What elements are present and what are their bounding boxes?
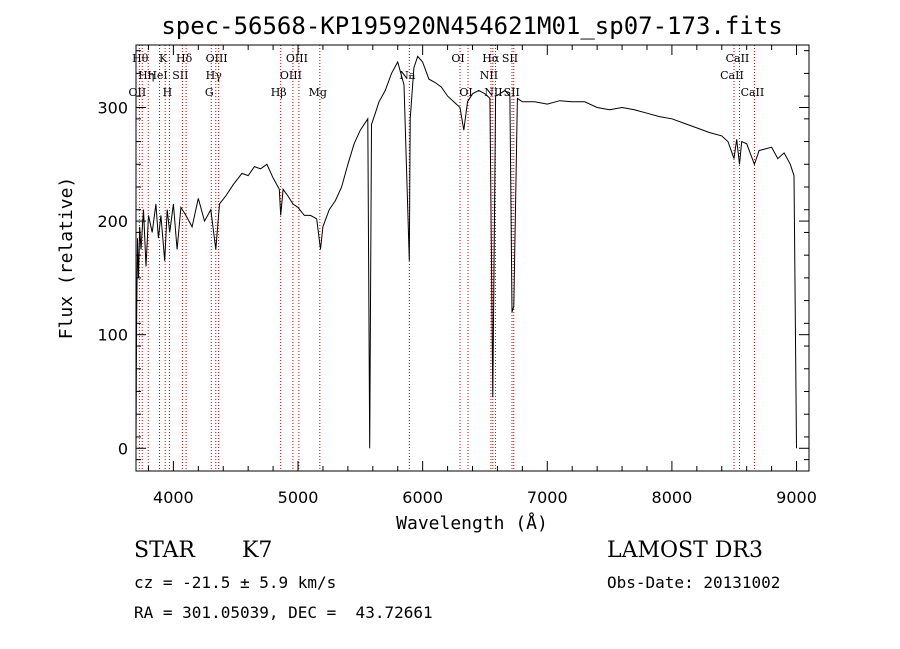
marker-label-19: Hα bbox=[482, 52, 500, 65]
marker-label-7: Hδ bbox=[176, 52, 193, 65]
marker-label-22: SII bbox=[504, 86, 520, 99]
obs-date: Obs-Date: 20131002 bbox=[607, 573, 781, 592]
marker-label-24: CaII bbox=[726, 52, 750, 65]
marker-label-3: HeI bbox=[147, 69, 167, 82]
x-tick-label-3: 7000 bbox=[527, 488, 568, 507]
marker-label-8: G bbox=[205, 86, 214, 99]
spectrum-series bbox=[135, 55, 797, 449]
marker-label-20: NII bbox=[484, 86, 502, 99]
survey-name: LAMOST DR3 bbox=[607, 538, 763, 563]
spectrum-line-0 bbox=[135, 55, 797, 449]
marker-label-11: Hβ bbox=[271, 86, 287, 99]
x-axis: 4000 5000 6000 7000 8000 9000 bbox=[147, 45, 817, 507]
marker-label-5: H bbox=[163, 86, 173, 99]
plot-frame bbox=[135, 44, 810, 472]
redshift-cz: cz = -21.5 ± 5.9 km/s bbox=[134, 573, 337, 592]
marker-label-1: Hθ bbox=[132, 52, 149, 65]
marker-label-6: SII bbox=[172, 69, 188, 82]
x-tick-label-2: 6000 bbox=[402, 488, 443, 507]
marker-label-16: OI bbox=[451, 52, 464, 65]
y-axis: 0 100 200 300 bbox=[97, 50, 809, 461]
x-tick-label-1: 5000 bbox=[278, 488, 319, 507]
x-tick-label-0: 4000 bbox=[153, 488, 194, 507]
x-tick-label-4: 8000 bbox=[652, 488, 693, 507]
ra-dec: RA = 301.05039, DEC = 43.72661 bbox=[134, 603, 433, 622]
marker-label-4: K bbox=[159, 52, 168, 65]
marker-label-0: OII bbox=[129, 86, 147, 99]
marker-label-14: Mg bbox=[309, 86, 327, 99]
x-axis-label: Wavelength (Å) bbox=[396, 512, 548, 534]
object-class: STAR bbox=[134, 538, 195, 563]
marker-label-15: Na bbox=[399, 69, 416, 82]
marker-label-13: OIII bbox=[286, 52, 308, 65]
y-tick-label-3: 300 bbox=[97, 98, 128, 117]
marker-label-12: OIII bbox=[280, 69, 302, 82]
marker-label-2: Hη bbox=[138, 69, 154, 82]
marker-label-21: SII bbox=[502, 52, 518, 65]
marker-label-10: OIII bbox=[206, 52, 228, 65]
marker-label-9: Hγ bbox=[206, 69, 223, 82]
chart-title: spec-56568-KP195920N454621M01_sp07-173.f… bbox=[161, 12, 782, 40]
y-tick-label-2: 200 bbox=[97, 212, 128, 231]
y-tick-label-0: 0 bbox=[118, 439, 128, 458]
x-tick-label-5: 9000 bbox=[776, 488, 817, 507]
object-subclass: K7 bbox=[242, 538, 273, 563]
marker-label-17: OI bbox=[459, 86, 472, 99]
y-tick-label-1: 100 bbox=[97, 326, 128, 345]
marker-label-23: CaII bbox=[720, 69, 744, 82]
marker-label-25: CaII bbox=[741, 86, 765, 99]
y-axis-label: Flux (relative) bbox=[56, 177, 77, 340]
marker-label-18: NII bbox=[480, 69, 498, 82]
